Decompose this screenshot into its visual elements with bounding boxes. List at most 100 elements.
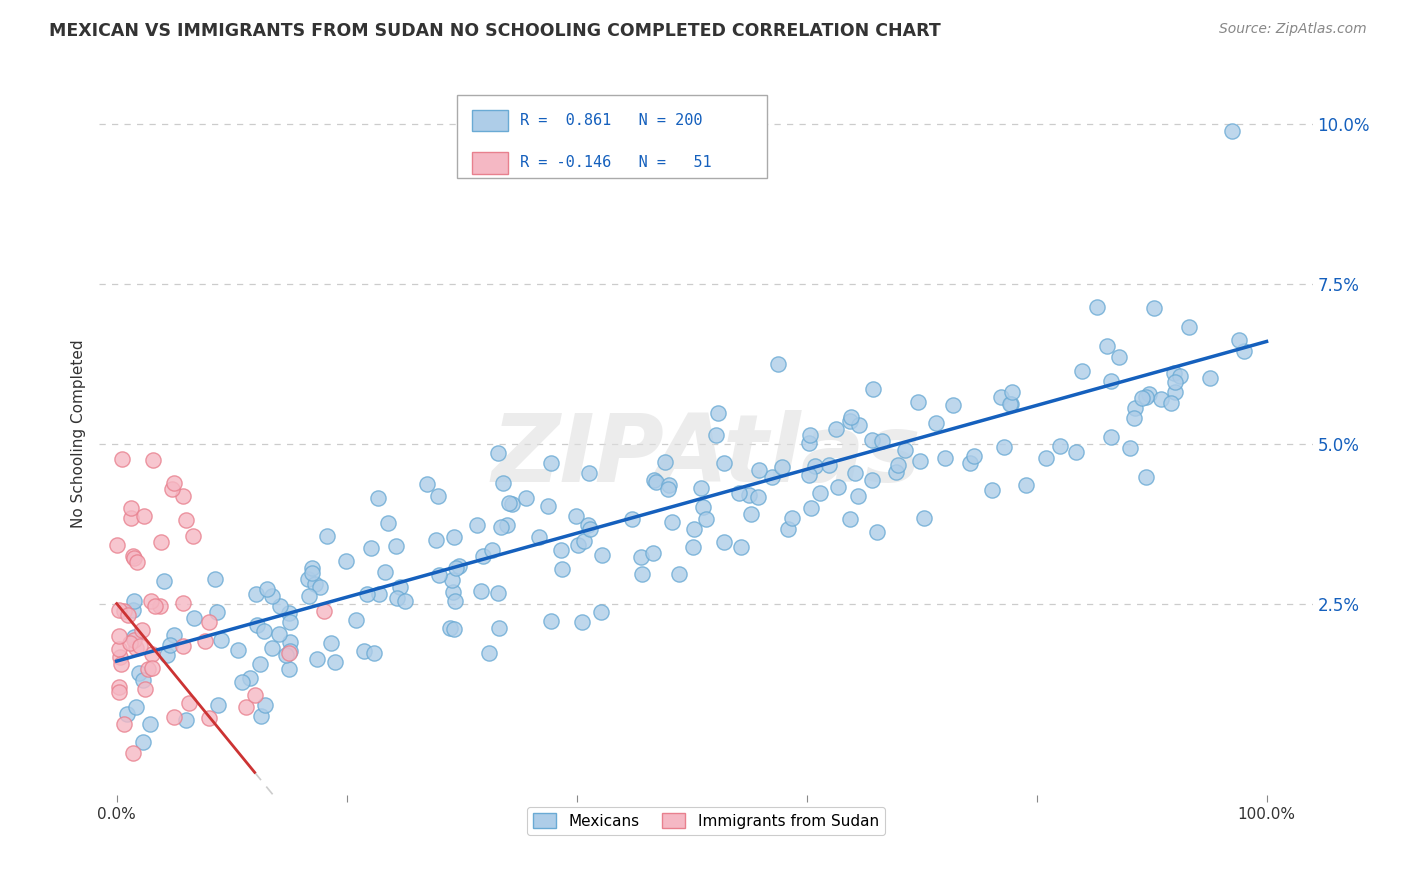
Point (149, 535, 172, 549)
Point (578, 466, 600, 480)
Point (117, 607, 139, 622)
Point (122, 549, 145, 564)
Point (1099, 430, 1122, 444)
Point (122, 747, 145, 761)
Point (1135, 391, 1157, 405)
Point (486, 586, 509, 600)
Point (231, 675, 253, 690)
Point (800, 501, 823, 516)
Point (235, 700, 257, 714)
Point (141, 647, 163, 661)
Point (440, 574, 463, 588)
Point (278, 644, 301, 658)
Point (591, 548, 613, 562)
Point (730, 540, 752, 554)
Point (253, 624, 276, 638)
Point (740, 507, 762, 521)
Point (1099, 374, 1122, 388)
Point (692, 500, 714, 514)
FancyBboxPatch shape (472, 152, 508, 174)
Point (1001, 385, 1024, 400)
Point (827, 480, 849, 494)
Point (125, 555, 148, 569)
Point (141, 661, 163, 675)
Point (1220, 123, 1243, 137)
Point (153, 574, 176, 589)
Point (367, 491, 389, 505)
Point (641, 546, 664, 560)
Point (122, 630, 145, 644)
Point (122, 632, 145, 647)
Point (486, 446, 509, 460)
Point (481, 542, 503, 557)
Point (654, 455, 676, 469)
Point (886, 458, 908, 473)
Point (1168, 368, 1191, 383)
Point (689, 481, 711, 495)
Point (1227, 333, 1250, 347)
Point (846, 490, 869, 504)
Point (942, 398, 965, 412)
Point (1233, 343, 1256, 358)
Point (959, 456, 981, 470)
Point (808, 486, 831, 500)
Point (443, 531, 465, 545)
Point (537, 499, 560, 513)
Point (1071, 364, 1094, 378)
Legend: Mexicans, Immigrants from Sudan: Mexicans, Immigrants from Sudan (527, 806, 884, 835)
Point (304, 576, 326, 591)
Point (695, 512, 717, 526)
Point (797, 467, 820, 482)
Point (1163, 366, 1185, 380)
Point (860, 434, 883, 448)
Point (374, 566, 396, 580)
Point (1119, 442, 1142, 456)
Point (174, 513, 197, 527)
Point (839, 410, 862, 425)
Point (501, 497, 523, 511)
Point (707, 406, 730, 420)
Point (297, 572, 319, 586)
Point (312, 604, 335, 618)
Point (363, 646, 385, 660)
Point (117, 707, 139, 722)
Y-axis label: No Schooling Completed: No Schooling Completed (72, 340, 86, 528)
Point (1108, 350, 1130, 364)
Point (934, 450, 956, 465)
Point (1035, 450, 1057, 465)
Point (998, 397, 1021, 411)
Point (277, 662, 299, 676)
Point (478, 647, 501, 661)
Point (207, 605, 229, 619)
Point (540, 614, 562, 628)
Point (1160, 396, 1182, 410)
Point (131, 735, 153, 749)
Point (444, 594, 467, 608)
Point (335, 554, 357, 568)
Point (838, 414, 860, 428)
Point (1198, 371, 1220, 385)
Point (1064, 445, 1087, 459)
Point (298, 590, 321, 604)
Point (844, 466, 866, 480)
Point (112, 604, 135, 618)
Point (204, 572, 226, 586)
Point (529, 530, 551, 544)
Point (748, 463, 770, 477)
Point (1122, 411, 1144, 425)
Point (274, 648, 297, 662)
Point (907, 394, 929, 409)
Point (668, 566, 690, 581)
Point (356, 587, 378, 601)
Text: R = -0.146   N =   51: R = -0.146 N = 51 (520, 155, 711, 170)
Point (713, 456, 735, 470)
Point (963, 450, 986, 464)
Point (163, 628, 186, 642)
Point (142, 453, 165, 467)
Point (770, 460, 793, 475)
Point (416, 477, 439, 491)
Point (1137, 387, 1160, 401)
Point (262, 640, 284, 655)
Point (550, 543, 572, 558)
Point (207, 698, 229, 712)
